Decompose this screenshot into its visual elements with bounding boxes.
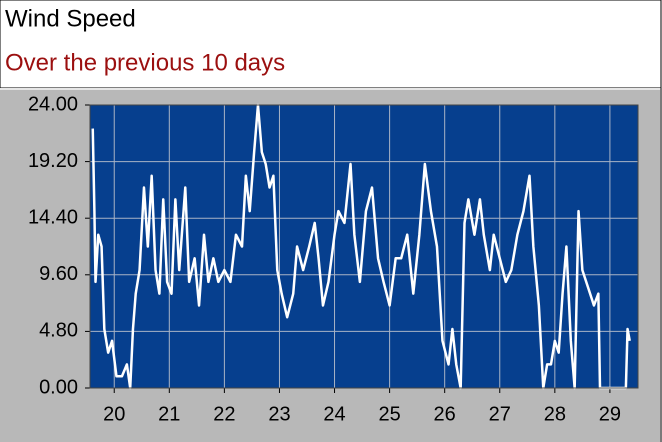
x-tick-label: 26 (434, 403, 456, 425)
plot-border (89, 104, 639, 389)
x-tick-label: 21 (158, 403, 180, 425)
chart-subtitle: Over the previous 10 days (5, 49, 285, 76)
y-tick-label: 19.20 (28, 150, 78, 172)
x-tick-label: 22 (213, 403, 235, 425)
x-tick-label: 24 (323, 403, 345, 425)
x-tick-label: 25 (378, 403, 400, 425)
y-tick-label: 0.00 (39, 376, 78, 398)
x-tick-label: 29 (599, 403, 621, 425)
y-tick-label: 9.60 (39, 263, 78, 285)
x-tick-label: 27 (489, 403, 511, 425)
y-tick-label: 24.00 (28, 93, 78, 115)
x-tick-label: 23 (268, 403, 290, 425)
line-series (91, 103, 631, 390)
x-tick-label: 28 (544, 403, 566, 425)
y-tick-label: 14.40 (28, 206, 78, 228)
chart-title: Wind Speed (5, 5, 136, 32)
y-tick-label: 4.80 (39, 320, 78, 342)
x-tick-label: 20 (103, 403, 125, 425)
header (0, 0, 662, 89)
